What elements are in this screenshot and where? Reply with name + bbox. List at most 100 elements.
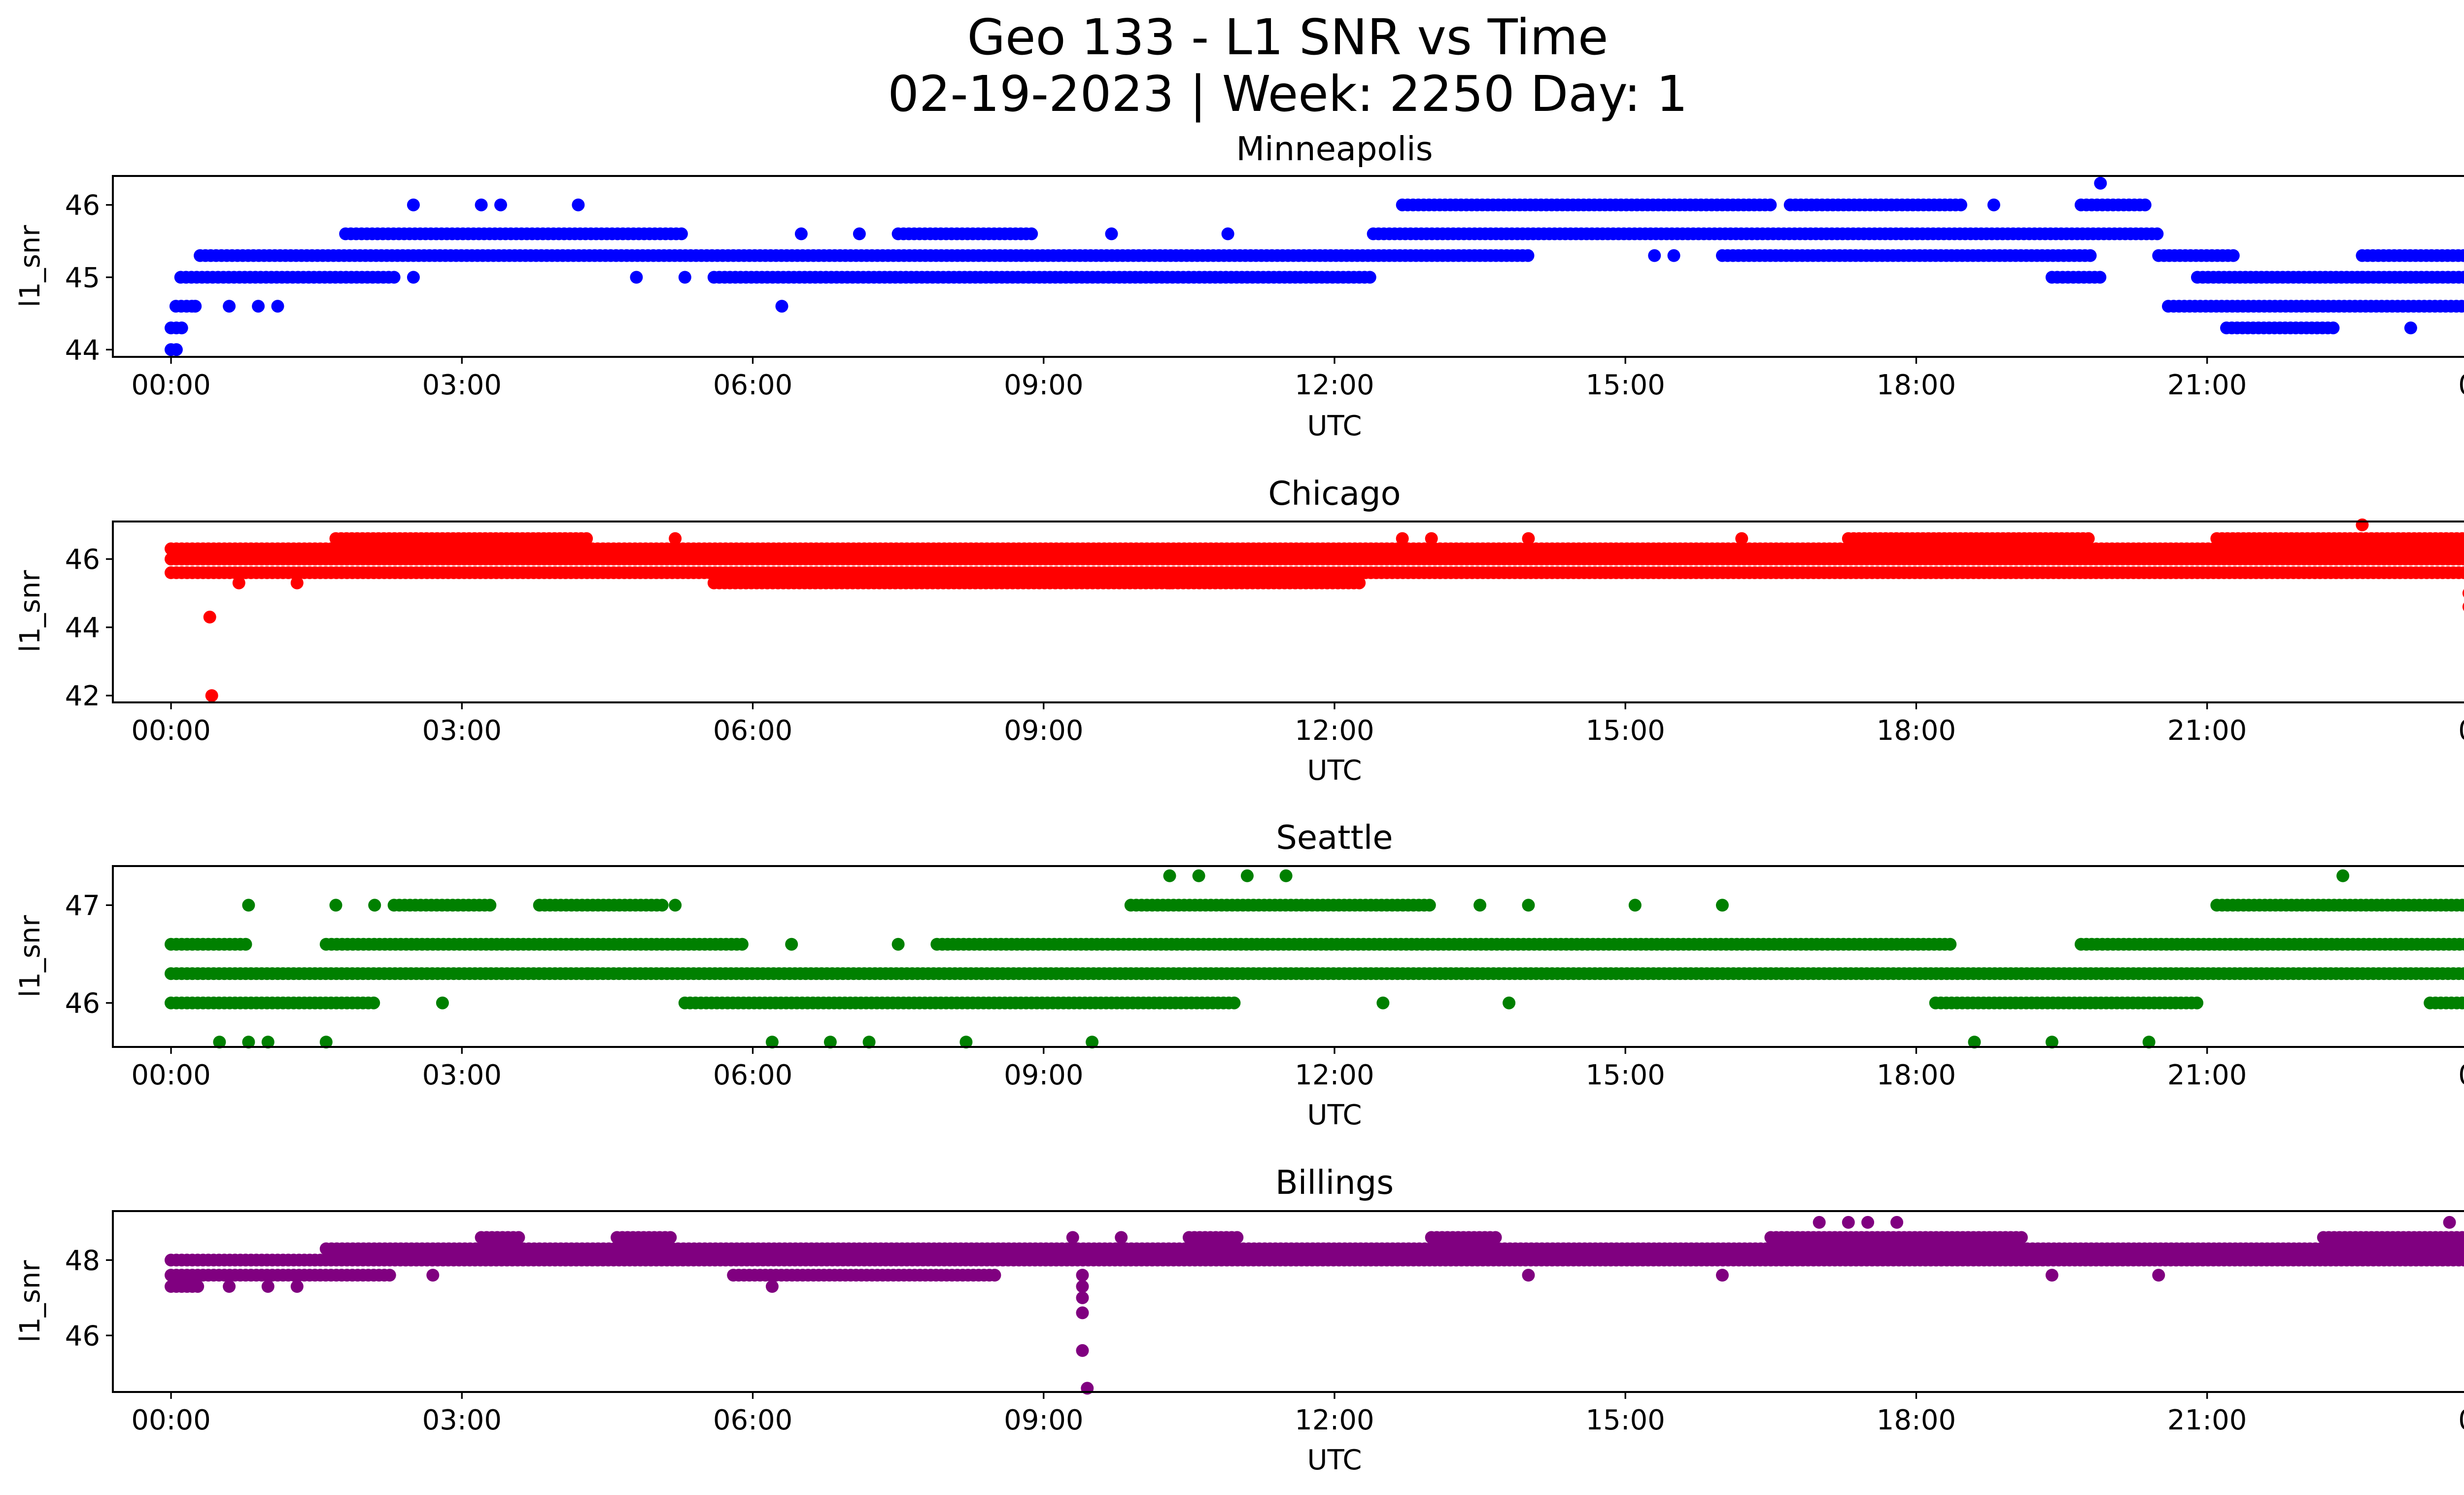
data-point xyxy=(1473,899,1487,912)
data-point xyxy=(368,899,381,912)
x-tick-label: 12:00 xyxy=(1295,1059,1374,1091)
scatter-points xyxy=(165,176,2464,356)
subplot-title: Seattle xyxy=(1276,818,1393,857)
data-point xyxy=(1503,996,1516,1009)
x-tick-label: 21:00 xyxy=(2167,1059,2247,1091)
y-tick-label: 45 xyxy=(65,262,100,294)
y-tick-label: 47 xyxy=(65,890,100,922)
data-point xyxy=(407,271,420,284)
data-point xyxy=(580,532,593,545)
data-point xyxy=(2015,1231,2028,1244)
data-point xyxy=(1522,532,1535,545)
y-axis-label: l1_snr xyxy=(14,570,46,653)
data-point xyxy=(1396,532,1409,545)
y-axis-label: l1_snr xyxy=(14,225,46,308)
data-point xyxy=(242,899,255,912)
data-point xyxy=(1163,869,1176,882)
scatter-points xyxy=(165,518,2464,702)
subplot-minneapolis: Minneapolis 00:00 03:00 06:00 09:00 12:00 15:… xyxy=(14,130,2464,442)
data-point xyxy=(170,343,183,356)
x-tick-label: 06:00 xyxy=(713,1059,792,1091)
x-tick-label: 12:00 xyxy=(1295,369,1374,401)
x-tick-label: 18:00 xyxy=(1877,1059,1956,1091)
plot-frame xyxy=(112,865,2464,1048)
data-point xyxy=(669,532,682,545)
figure-title-line2: 02-19-2023 | Week: 2250 Day: 1 xyxy=(888,65,1687,123)
x-tick-label: 00:00 xyxy=(131,1059,210,1091)
x-tick-label: 03:00 xyxy=(422,369,502,401)
data-point xyxy=(387,271,401,284)
data-point xyxy=(853,227,866,241)
subplot-billings: Billings 00:00 03:00 06:00 09:00 12:00 15:00 1… xyxy=(14,1163,2464,1476)
data-point xyxy=(483,899,497,912)
data-point xyxy=(1376,996,1390,1009)
subplot-title: Minneapolis xyxy=(1236,130,1433,168)
subplot-seattle: Seattle 00:00 03:00 06:00 09:00 12:00 15:00 18… xyxy=(14,818,2464,1131)
data-point xyxy=(239,938,252,951)
x-tick-label: 15:00 xyxy=(1586,1059,1665,1091)
x-axis-label: UTC xyxy=(1307,410,1362,442)
data-point xyxy=(785,938,798,951)
data-point xyxy=(329,899,342,912)
data-point xyxy=(2094,176,2107,190)
data-point xyxy=(2463,556,2464,563)
data-point xyxy=(1735,532,1748,545)
x-tick-label: 09:00 xyxy=(1004,715,1083,747)
x-tick-label: 21:00 xyxy=(2167,715,2247,747)
data-point xyxy=(2226,249,2240,262)
data-point xyxy=(367,996,380,1009)
data-point xyxy=(2151,227,2164,241)
data-point xyxy=(1363,271,1376,284)
scatter-points xyxy=(165,1216,2464,1395)
data-point xyxy=(203,610,216,624)
data-point xyxy=(1667,249,1680,262)
data-point xyxy=(2356,271,2369,284)
x-tick-label: 00:00 xyxy=(2458,1059,2464,1091)
data-point xyxy=(175,321,188,335)
data-point xyxy=(669,899,682,912)
data-point xyxy=(1221,227,1234,241)
x-tick-label: 12:00 xyxy=(1295,715,1374,747)
data-point xyxy=(1105,227,1118,241)
y-tick-label: 46 xyxy=(65,544,100,576)
x-tick-label: 18:00 xyxy=(1877,369,1956,401)
data-point xyxy=(1716,899,1729,912)
x-tick-label: 06:00 xyxy=(713,369,792,401)
subplot-title: Chicago xyxy=(1268,474,1401,513)
data-point xyxy=(512,1231,525,1244)
data-point xyxy=(891,938,905,951)
data-point xyxy=(775,300,788,313)
x-tick-label: 21:00 xyxy=(2167,369,2247,401)
data-point xyxy=(664,1231,677,1244)
data-point xyxy=(407,198,420,211)
x-tick-label: 00:00 xyxy=(2458,369,2464,401)
data-point xyxy=(2327,321,2340,335)
data-point xyxy=(2462,251,2464,260)
x-axis: 00:00 03:00 06:00 09:00 12:00 15:00 18:00 21:00… xyxy=(131,702,2464,747)
data-point xyxy=(2404,321,2417,335)
data-point xyxy=(675,227,688,241)
data-point xyxy=(988,1269,1001,1282)
x-axis-label: UTC xyxy=(1307,1099,1362,1131)
data-point xyxy=(678,271,691,284)
y-axis-label: l1_snr xyxy=(14,915,46,998)
data-point xyxy=(1425,532,1438,545)
y-tick-label: 44 xyxy=(65,612,100,644)
data-point xyxy=(2190,996,2204,1009)
data-point xyxy=(1489,1231,1502,1244)
data-point xyxy=(436,996,449,1009)
x-tick-label: 06:00 xyxy=(713,715,792,747)
data-point xyxy=(655,899,669,912)
x-tick-label: 03:00 xyxy=(422,715,502,747)
data-point xyxy=(1231,1231,1244,1244)
data-point xyxy=(494,198,507,211)
data-point xyxy=(223,300,236,313)
data-point xyxy=(2084,249,2097,262)
data-point xyxy=(1521,249,1535,262)
data-point xyxy=(232,576,245,590)
data-point xyxy=(475,198,488,211)
